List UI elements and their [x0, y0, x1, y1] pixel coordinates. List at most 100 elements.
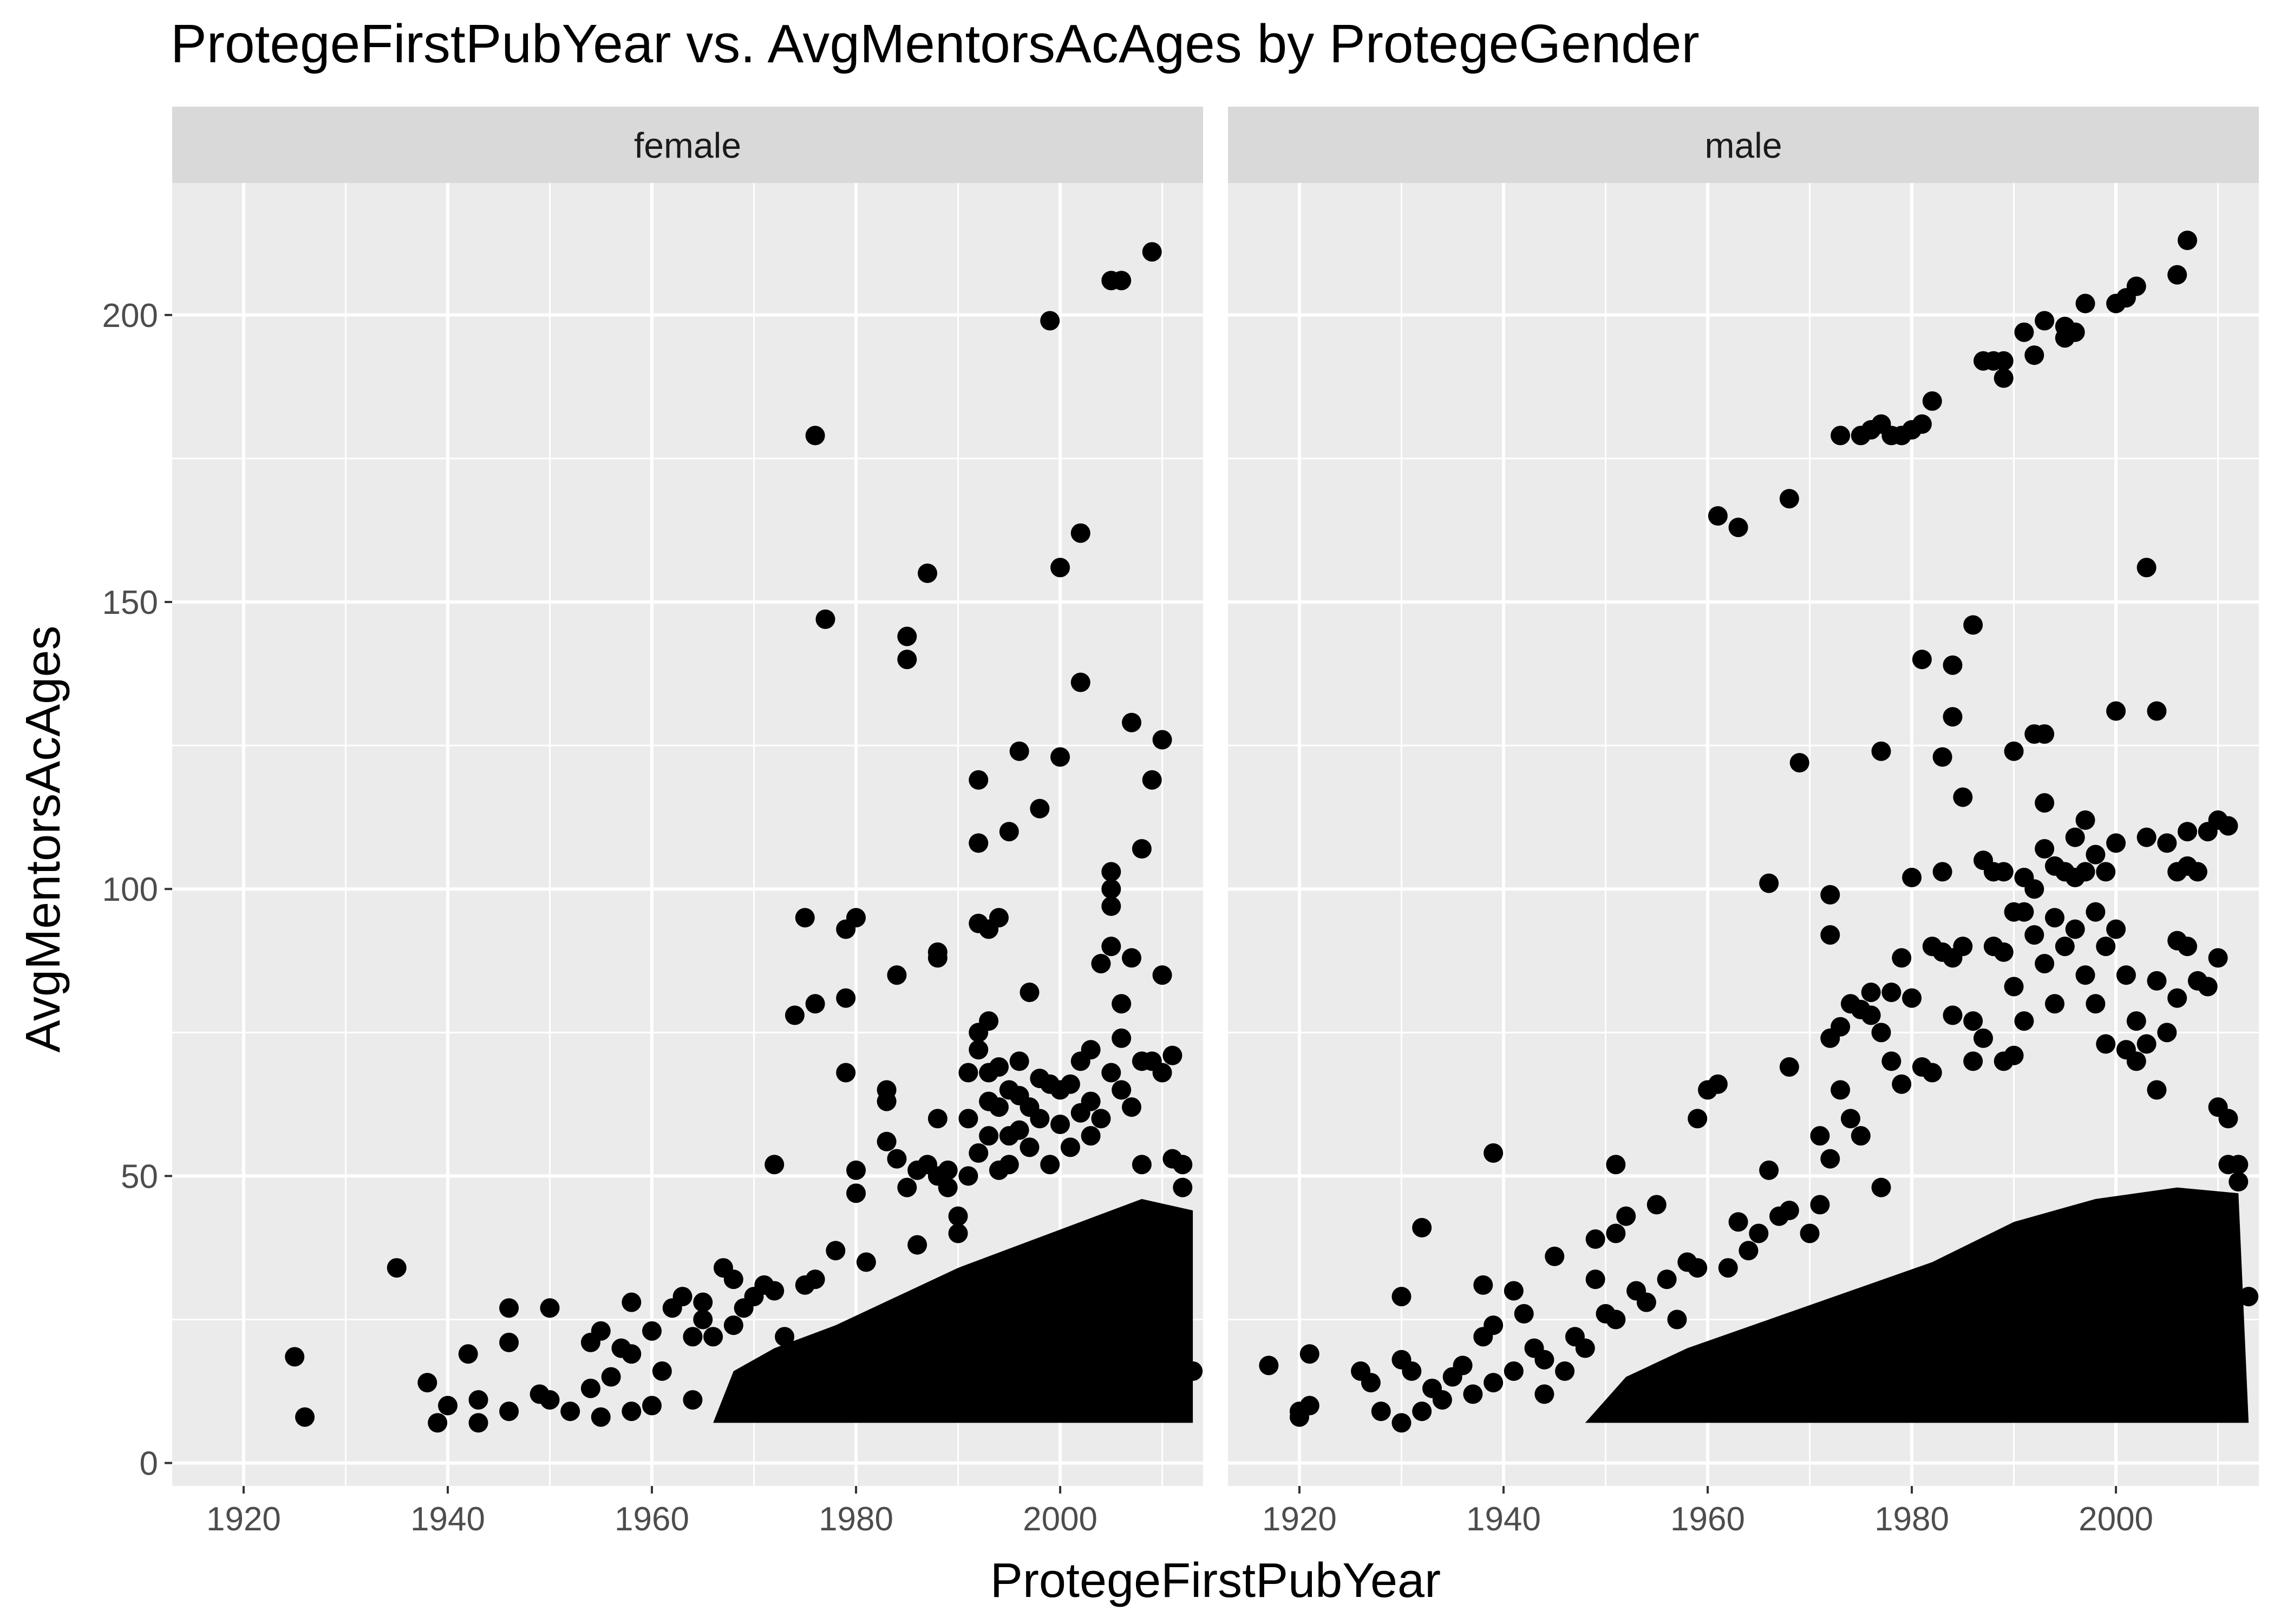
data-point — [1081, 1091, 1101, 1111]
facet-strip — [1228, 107, 2259, 183]
data-point — [1585, 1269, 1605, 1289]
data-point — [1994, 942, 2014, 962]
data-point — [927, 948, 948, 968]
data-point — [969, 770, 989, 790]
data-point — [2075, 810, 2095, 830]
data-point — [1081, 1126, 1101, 1146]
y-axis: 0 50 100 150 200 — [102, 297, 172, 1483]
data-point — [1040, 1155, 1060, 1175]
data-point — [2035, 311, 2055, 331]
facet-panel-male: male — [1228, 107, 2259, 1486]
x-tick-label: 1940 — [1466, 1501, 1541, 1538]
data-point — [642, 1396, 662, 1416]
data-point — [642, 1321, 662, 1341]
data-point — [1142, 242, 1162, 262]
data-point — [1820, 925, 1840, 945]
data-point — [1902, 988, 1922, 1008]
y-tick-label: 0 — [140, 1445, 158, 1483]
data-point — [1070, 672, 1090, 692]
data-point — [1101, 1063, 1121, 1083]
data-point — [2187, 862, 2207, 882]
data-point — [1912, 414, 1932, 434]
data-point — [948, 1206, 968, 1226]
data-point — [1371, 1402, 1391, 1422]
data-point — [1545, 1246, 1565, 1266]
data-point — [1994, 368, 2014, 388]
data-point — [958, 1166, 978, 1186]
data-point — [2178, 937, 2198, 957]
data-point — [979, 1126, 999, 1146]
data-point — [1943, 1005, 1963, 1025]
data-point — [1050, 1114, 1070, 1134]
data-point — [1810, 1126, 1830, 1146]
data-point — [979, 1011, 999, 1031]
data-point — [1412, 1402, 1432, 1422]
data-point — [1473, 1275, 1493, 1295]
data-point — [1994, 862, 2014, 882]
data-point — [1020, 983, 1040, 1003]
data-point — [2075, 862, 2095, 882]
data-point — [938, 1160, 958, 1180]
data-point — [1820, 885, 1840, 905]
data-point — [1831, 425, 1851, 446]
data-point — [785, 1005, 805, 1025]
data-point — [1739, 1241, 1759, 1261]
data-point — [1030, 1109, 1050, 1129]
data-point — [805, 1269, 825, 1289]
data-point — [1912, 650, 1932, 670]
data-point — [703, 1327, 723, 1347]
data-point — [958, 1109, 978, 1129]
x-axis-female: 1920 1940 1960 1980 2000 — [206, 1486, 1097, 1538]
data-point — [948, 1223, 968, 1243]
facet-strip — [172, 107, 1203, 183]
data-point — [723, 1269, 743, 1289]
x-tick-label: 1920 — [206, 1501, 281, 1538]
data-point — [1831, 1080, 1851, 1100]
data-point — [1173, 1177, 1193, 1197]
data-point — [1142, 770, 1162, 790]
data-point — [285, 1347, 305, 1367]
data-point — [907, 1235, 927, 1255]
data-point — [652, 1361, 672, 1381]
data-point — [693, 1292, 713, 1312]
data-point — [1514, 1304, 1534, 1324]
data-point — [2229, 1155, 2249, 1175]
data-point — [723, 1315, 743, 1335]
data-point — [2044, 908, 2064, 928]
data-point — [1688, 1109, 1708, 1129]
data-point — [1152, 965, 1172, 985]
data-point — [2065, 919, 2085, 939]
data-point — [1994, 351, 2014, 371]
data-point — [1892, 1074, 1912, 1094]
data-point — [1871, 1177, 1891, 1197]
x-axes: 1920 1940 1960 1980 2000 1920 1940 1960 1980 2000 — [206, 1486, 2153, 1538]
data-point — [1173, 1263, 1193, 1284]
data-point — [1432, 1390, 1452, 1410]
data-point — [1453, 1355, 1473, 1376]
data-point — [2157, 1023, 2177, 1043]
data-point — [2075, 965, 2095, 985]
data-point — [2096, 937, 2116, 957]
data-point — [2035, 839, 2055, 859]
data-point — [2014, 322, 2034, 342]
data-point — [826, 1241, 846, 1261]
x-tick-label: 2000 — [1023, 1501, 1097, 1538]
data-point — [437, 1396, 458, 1416]
data-point — [1932, 862, 1952, 882]
data-point — [775, 1327, 795, 1347]
data-point — [1881, 1051, 1901, 1071]
data-point — [1299, 1344, 1319, 1364]
data-point — [672, 1287, 692, 1307]
data-point — [1122, 948, 1142, 968]
data-point — [989, 908, 1009, 928]
data-point — [2075, 293, 2095, 313]
data-point — [1030, 798, 1050, 818]
data-point — [1636, 1292, 1656, 1312]
data-point — [2167, 988, 2187, 1008]
data-point — [1861, 1005, 1881, 1025]
data-point — [969, 833, 989, 853]
data-point — [1922, 1063, 1942, 1083]
data-point — [2136, 1034, 2157, 1054]
x-tick-label: 1960 — [615, 1501, 689, 1538]
